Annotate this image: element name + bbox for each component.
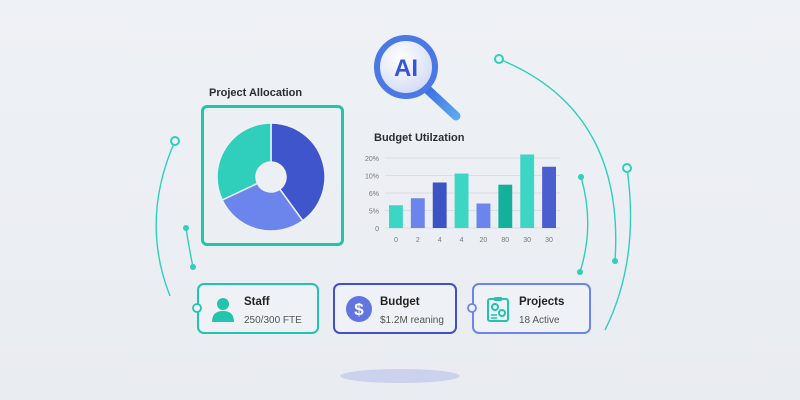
- staff-value: 250/300 FTE: [244, 315, 302, 326]
- budget-label: Budget: [380, 296, 420, 308]
- y-tick-label: 0: [375, 226, 379, 233]
- bar-6: [520, 154, 535, 228]
- bar-7: [542, 166, 556, 228]
- allocation-panel: [201, 105, 344, 246]
- budget-card[interactable]: $ Budget $1.2M reaning: [333, 283, 457, 334]
- budget-value: $1.2M reaning: [380, 315, 444, 326]
- person-icon: [212, 298, 234, 322]
- clipboard-gears-icon: [487, 297, 509, 322]
- donut-segment-1: [221, 182, 304, 232]
- allocation-title: Project Allocation: [209, 87, 303, 99]
- bar-0: [389, 205, 403, 228]
- x-tick-label: 2: [416, 237, 420, 244]
- x-tick-label: 80: [501, 237, 509, 244]
- magnifying-glass-icon: AI: [374, 35, 461, 121]
- y-tick-label: 5%: [369, 209, 379, 216]
- projects-card[interactable]: Projects 18 Active: [472, 283, 591, 334]
- right-outer-arc: [604, 167, 632, 331]
- x-tick-label: 20: [480, 237, 488, 244]
- projects-label: Projects: [519, 296, 565, 308]
- bar-5: [498, 184, 513, 228]
- bar-4: [476, 203, 491, 228]
- node-dot: [190, 264, 196, 270]
- node-ring: [170, 136, 180, 146]
- allocation-donut-chart: [216, 122, 326, 232]
- node-dot: [183, 225, 189, 231]
- donut-segment-0: [270, 122, 326, 222]
- node-ring: [494, 54, 504, 64]
- right-arc: [498, 58, 617, 262]
- budget-bar-chart: 0 5% 6% 10% 20% 0 2 4 4 20 80 30 30: [365, 154, 560, 244]
- x-tick-label: 30: [523, 237, 531, 244]
- y-tick-label: 10%: [365, 174, 379, 181]
- floor-shadow: [340, 369, 460, 383]
- svg-text:$: $: [354, 300, 364, 319]
- projects-value: 18 Active: [519, 315, 560, 326]
- node-dot: [578, 174, 584, 180]
- bar-3: [454, 173, 469, 228]
- staff-card[interactable]: Staff 250/300 FTE: [197, 283, 319, 334]
- x-tick-label: 4: [460, 237, 464, 244]
- node-dot: [612, 258, 618, 264]
- y-tick-label: 20%: [365, 156, 379, 163]
- right-small-arc: [579, 176, 589, 273]
- x-tick-label: 4: [438, 237, 442, 244]
- bar-1: [410, 198, 425, 228]
- node-dot: [577, 269, 583, 275]
- ai-label: AI: [394, 55, 418, 82]
- left-small-arc: [185, 227, 194, 268]
- donut-segment-2: [216, 122, 272, 201]
- bar-2: [432, 182, 447, 228]
- left-arc: [155, 140, 176, 297]
- y-tick-label: 6%: [369, 191, 379, 198]
- x-tick-label: 30: [545, 237, 553, 244]
- node-ring: [622, 163, 632, 173]
- budget-chart-title: Budget Utilzation: [374, 132, 465, 144]
- staff-label: Staff: [244, 296, 270, 308]
- dollar-icon: $: [346, 296, 372, 322]
- x-tick-label: 0: [394, 237, 398, 244]
